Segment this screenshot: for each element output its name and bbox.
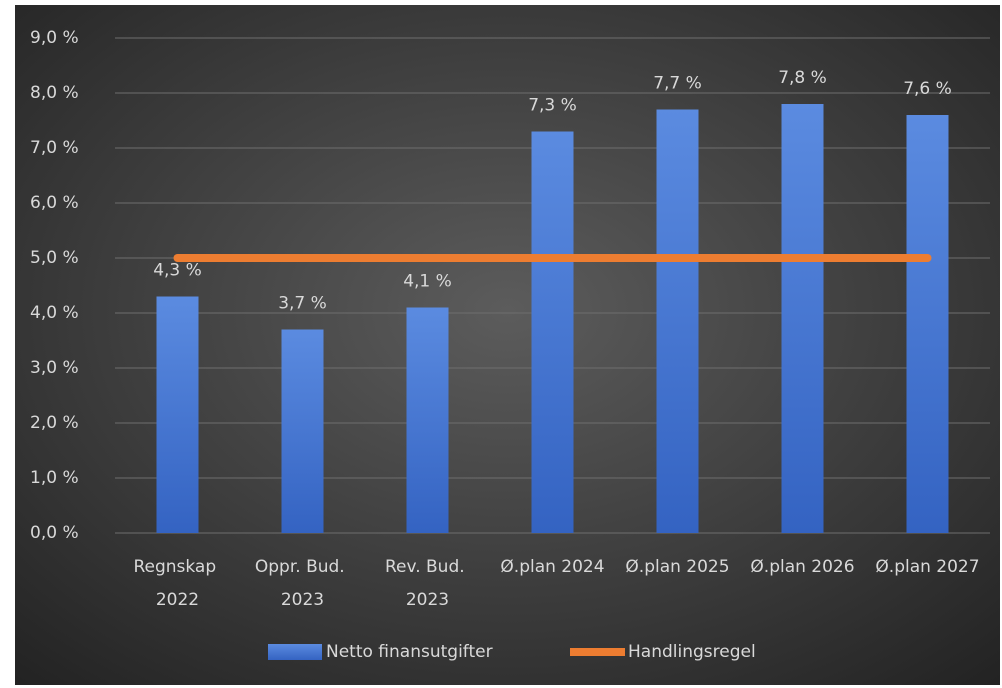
- y-tick-label: 7,0 %: [30, 138, 79, 158]
- bar: [781, 104, 824, 533]
- data-label: 7,7 %: [653, 74, 702, 94]
- x-tick-label: Ø.plan 2024: [500, 557, 604, 577]
- legend-label: Handlingsregel: [628, 642, 756, 662]
- bar: [906, 115, 949, 533]
- x-tick-label: Rev. Bud. 2023: [385, 557, 470, 610]
- y-tick-label: 3,0 %: [30, 358, 79, 378]
- y-tick-label: 9,0 %: [30, 28, 79, 48]
- y-tick-label: 6,0 %: [30, 193, 79, 213]
- x-tick-label: Regnskap 2022: [133, 557, 221, 610]
- bar: [531, 131, 574, 533]
- data-label: 3,7 %: [278, 294, 327, 314]
- bar: [656, 109, 699, 533]
- legend-label: Netto finansutgifter: [326, 642, 493, 662]
- y-tick-label: 2,0 %: [30, 413, 79, 433]
- x-tick-label: Ø.plan 2027: [875, 557, 979, 577]
- bar: [406, 307, 449, 533]
- data-label: 7,6 %: [903, 79, 952, 99]
- x-tick-label: Ø.plan 2025: [625, 557, 729, 577]
- data-label: 7,3 %: [528, 96, 577, 116]
- data-label: 4,3 %: [153, 261, 202, 281]
- data-label: 7,8 %: [778, 68, 827, 88]
- y-tick-label: 8,0 %: [30, 83, 79, 103]
- x-tick-label: Ø.plan 2026: [750, 557, 854, 577]
- bar: [281, 329, 324, 533]
- bar: [156, 296, 199, 533]
- y-tick-label: 5,0 %: [30, 248, 79, 268]
- data-label: 4,1 %: [403, 272, 452, 292]
- y-tick-label: 4,0 %: [30, 303, 79, 323]
- y-tick-label: 1,0 %: [30, 468, 79, 488]
- legend-swatch: [268, 644, 322, 660]
- y-tick-label: 0,0 %: [30, 523, 79, 543]
- x-tick-label: Oppr. Bud. 2023: [255, 557, 350, 610]
